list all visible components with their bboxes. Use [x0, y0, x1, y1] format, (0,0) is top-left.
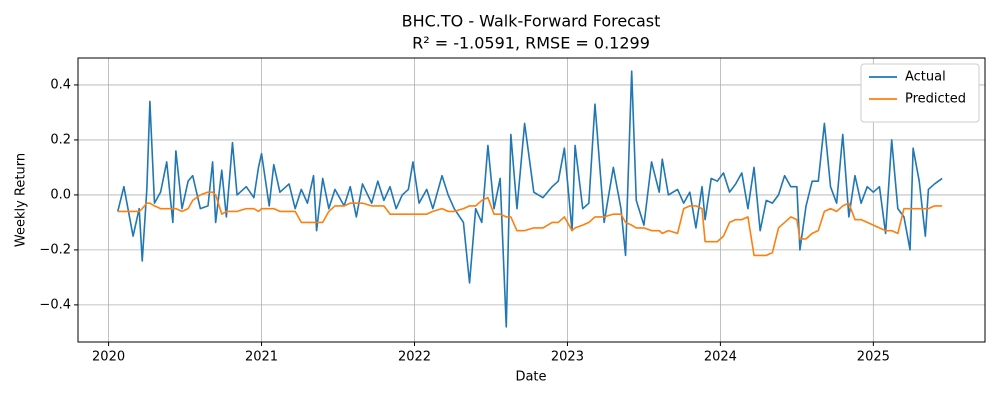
x-tick-label: 2022 [398, 350, 431, 365]
y-tick-label: 0.2 [50, 132, 71, 147]
y-tick-label: −0.4 [39, 297, 71, 312]
x-tick-label: 2024 [704, 350, 737, 365]
y-axis-label: Weekly Return [14, 153, 29, 247]
legend-label: Actual [905, 70, 946, 85]
series-line [116, 70, 943, 328]
y-tick-label: 0.0 [50, 187, 71, 202]
legend-box [860, 63, 980, 123]
x-axis-label: Date [515, 370, 546, 385]
x-tick-label: 2021 [245, 350, 278, 365]
chart-subtitle: R² = -1.0591, RMSE = 0.1299 [412, 34, 650, 53]
y-tick-label: −0.2 [39, 242, 71, 257]
axes-frame [77, 57, 986, 343]
x-tick-label: 2025 [857, 350, 890, 365]
series-line [117, 191, 943, 257]
legend-label: Predicted [905, 92, 966, 107]
y-tick-label: 0.4 [50, 77, 71, 92]
x-tick-label: 2023 [551, 350, 584, 365]
chart-title: BHC.TO - Walk-Forward Forecast [402, 12, 661, 31]
x-tick-label: 2020 [92, 350, 125, 365]
